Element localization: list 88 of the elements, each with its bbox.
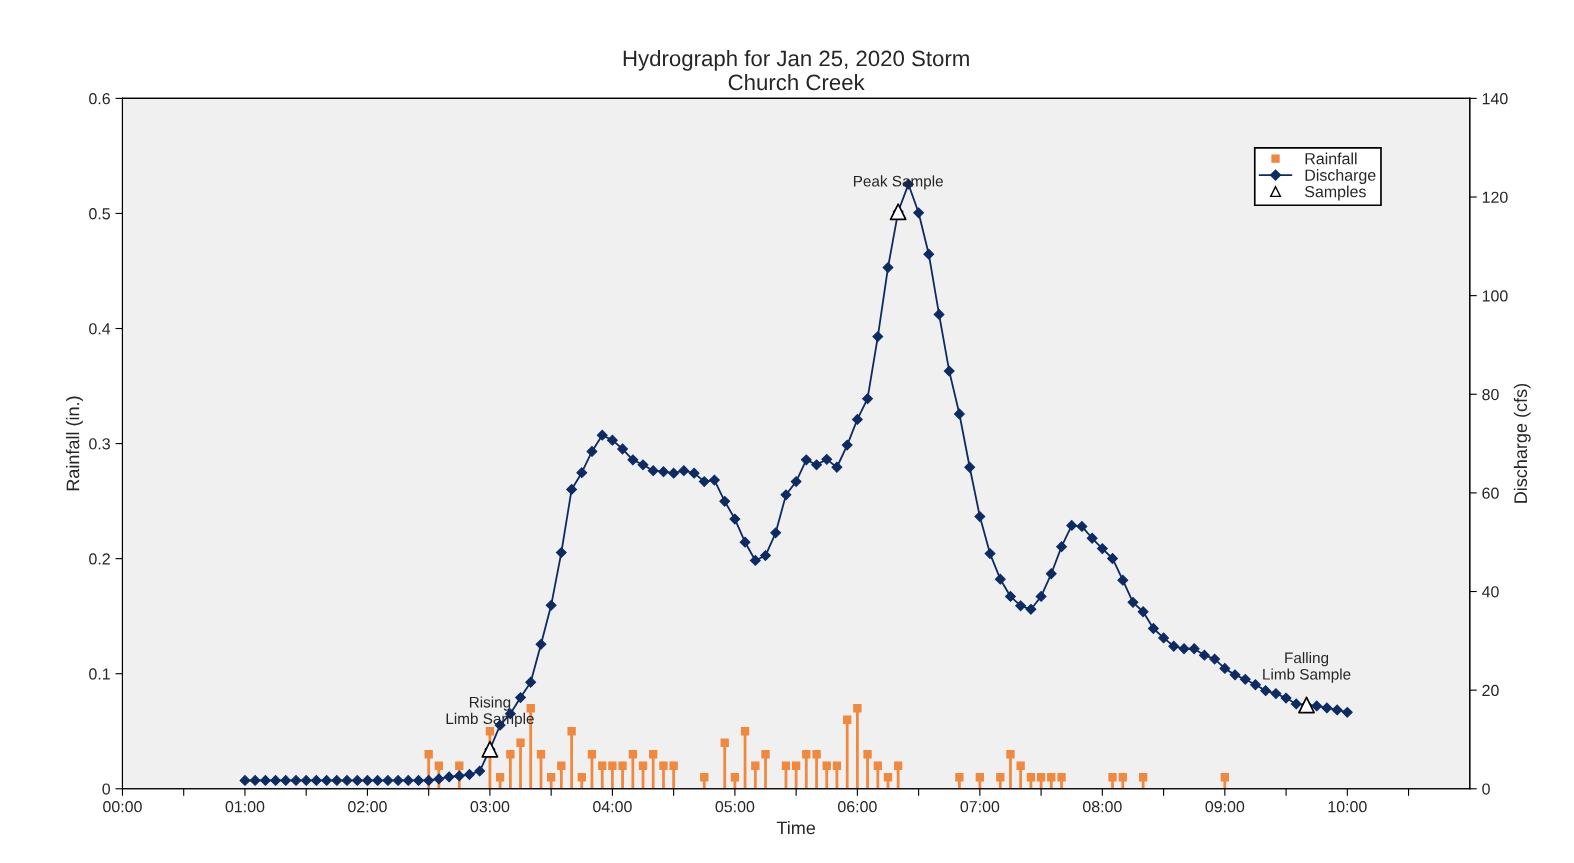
point <box>1220 773 1229 782</box>
point <box>1016 761 1025 770</box>
x-tick-label: 02:00 <box>348 801 387 813</box>
y2-tick-label: 0 <box>1482 783 1490 795</box>
y2-tick-label: 100 <box>1482 290 1508 302</box>
y2-axis-title: Discharge (cfs) <box>1513 384 1531 503</box>
point <box>996 773 1005 782</box>
point <box>1108 773 1117 782</box>
y-tick-label: 0.2 <box>89 553 110 565</box>
y-tick-label: 0.6 <box>89 93 110 105</box>
point <box>751 761 760 770</box>
y-tick-label: 0.3 <box>89 438 110 450</box>
point <box>434 761 444 770</box>
point <box>628 750 638 759</box>
point <box>975 773 985 782</box>
point <box>557 761 566 770</box>
point <box>1006 750 1015 759</box>
y2-tick-label: 80 <box>1482 388 1499 401</box>
point <box>455 761 464 770</box>
point <box>863 750 872 759</box>
point <box>577 773 586 782</box>
x-tick-label: 09:00 <box>1205 801 1245 813</box>
point <box>812 750 821 759</box>
point <box>832 761 842 770</box>
x-tick-label: 03:00 <box>470 801 510 813</box>
y2-tick-label: 40 <box>1481 586 1499 598</box>
point <box>1138 773 1148 782</box>
point <box>893 761 903 770</box>
point <box>761 750 770 759</box>
chart-title: Hydrograph for Jan 25, 2020 Storm <box>623 50 969 71</box>
legend-label: Discharge <box>1305 169 1376 184</box>
point <box>587 750 597 759</box>
point <box>720 738 729 747</box>
point <box>1118 773 1127 782</box>
point <box>730 773 740 782</box>
point <box>955 773 964 782</box>
y-tick-label: 0 <box>102 783 111 795</box>
x-tick-label: 04:00 <box>593 801 632 813</box>
point <box>638 761 648 770</box>
point <box>567 727 576 736</box>
point <box>822 761 831 770</box>
point <box>740 727 750 736</box>
y2-tick-label: 140 <box>1482 93 1508 105</box>
legend-label: Rainfall <box>1305 152 1357 165</box>
y-tick-label: 0.5 <box>89 208 110 220</box>
annotation: Falling Limb Sample <box>1263 652 1351 683</box>
point <box>781 761 791 770</box>
point <box>1026 773 1036 782</box>
point <box>526 704 535 713</box>
point <box>1036 773 1046 782</box>
point <box>700 773 709 782</box>
y2-tick-label: 20 <box>1482 684 1499 697</box>
x-tick-label: 10:00 <box>1328 801 1367 813</box>
point <box>1057 773 1066 782</box>
point <box>669 761 678 770</box>
point <box>618 761 627 770</box>
point <box>659 761 668 770</box>
y2-tick-label: 60 <box>1482 487 1499 499</box>
x-tick-label: 07:00 <box>960 801 1000 813</box>
point <box>495 773 505 782</box>
x-axis-title: Time <box>776 821 816 835</box>
chart-subtitle: Church Creek <box>728 73 865 91</box>
y-tick-label: 0.4 <box>89 323 111 335</box>
point <box>853 704 862 713</box>
point <box>791 761 801 770</box>
point <box>843 715 852 724</box>
point <box>649 750 658 759</box>
point <box>536 750 546 759</box>
x-tick-label: 00:00 <box>103 801 142 813</box>
x-tick-label: 05:00 <box>715 801 755 813</box>
point <box>506 750 515 759</box>
point <box>598 761 607 770</box>
y-tick-label: 0.1 <box>89 668 110 680</box>
point <box>883 773 893 782</box>
point <box>873 761 882 770</box>
y-axis-title: Rainfall (in.) <box>66 396 83 491</box>
point <box>1047 773 1056 782</box>
point <box>516 738 525 747</box>
point <box>424 750 433 759</box>
legend-label: Samples <box>1305 185 1366 201</box>
point <box>608 761 617 770</box>
x-tick-label: 01:00 <box>225 801 265 813</box>
point <box>485 727 495 736</box>
x-tick-label: 06:00 <box>838 801 877 813</box>
x-tick-label: 08:00 <box>1082 801 1122 813</box>
point <box>802 750 811 759</box>
y2-tick-label: 120 <box>1482 191 1508 203</box>
point <box>546 773 556 782</box>
